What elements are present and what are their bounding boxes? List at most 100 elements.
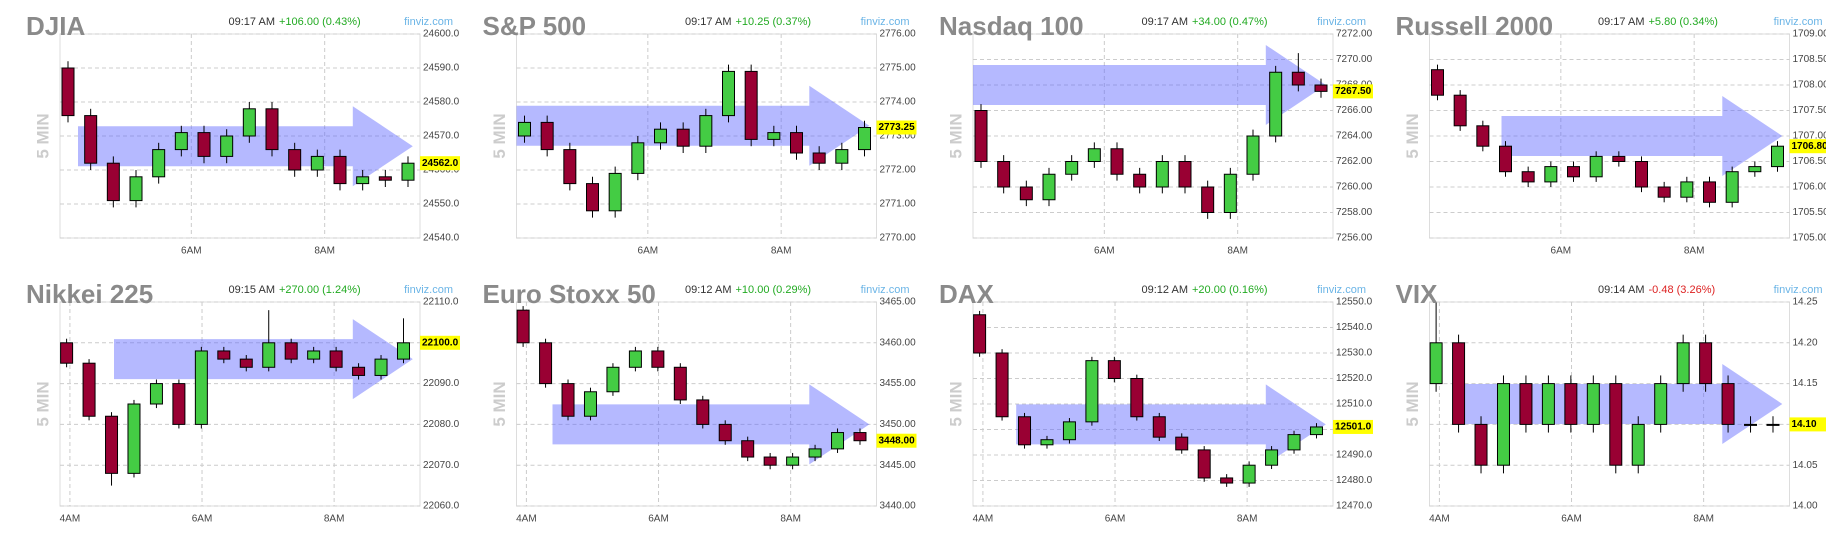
candle-body	[1609, 383, 1623, 466]
y-tick-label: 12490.0	[1336, 450, 1373, 461]
candle-body	[1175, 436, 1189, 451]
candle-body	[676, 128, 690, 147]
y-tick-label: 22110.0	[423, 297, 459, 308]
site-link: finviz.com	[404, 16, 453, 28]
last-price-label: 1706.80	[1792, 141, 1826, 152]
candle-body	[307, 350, 321, 360]
y-tick-label: 7270.00	[1336, 54, 1373, 65]
y-tick-label: 3450.00	[880, 419, 917, 430]
quote-change: +270.00 (1.24%)	[279, 284, 361, 296]
interval-label: 5 MIN	[33, 113, 52, 158]
candle-body	[106, 162, 120, 202]
x-tick-label: 6AM	[181, 246, 202, 257]
y-tick-label: 2776.00	[880, 29, 917, 40]
chart-title: S&P 500	[483, 11, 587, 41]
quote-change: +5.80 (0.34%)	[1649, 16, 1718, 28]
interval-label: 5 MIN	[33, 381, 52, 426]
y-tick-label: 2775.00	[880, 63, 917, 74]
x-tick-label: 6AM	[192, 514, 213, 525]
quote-time: 09:17 AM	[1142, 16, 1188, 28]
candle-body	[786, 456, 800, 466]
candle-body	[1766, 423, 1780, 426]
y-tick-label: 2773.00	[880, 131, 917, 142]
candle-body	[1541, 383, 1555, 425]
candle-body	[82, 362, 96, 417]
x-tick-label: 6AM	[638, 246, 659, 257]
candle-body	[194, 350, 208, 425]
trend-arrow	[973, 45, 1326, 125]
candle-body	[1110, 148, 1124, 175]
last-price-box	[876, 120, 917, 135]
interval-label: 5 MIN	[946, 113, 965, 158]
trend-arrow	[516, 85, 870, 166]
trend-arrow	[552, 384, 870, 465]
candle-body	[401, 162, 415, 181]
candle-body	[352, 366, 366, 376]
y-tick-label: 12540.0	[1336, 322, 1373, 333]
candle-body	[60, 342, 74, 364]
trend-arrow	[1501, 96, 1783, 176]
last-price-label: 22100.0	[422, 337, 459, 348]
candle-body	[763, 456, 777, 466]
x-tick-label: 8AM	[314, 246, 335, 257]
candle-body	[608, 172, 622, 212]
candle-body	[1085, 360, 1099, 423]
candle-body	[172, 383, 186, 425]
candle-body	[561, 383, 575, 417]
interval-label: 5 MIN	[1403, 381, 1422, 426]
last-price-label: 3448.00	[879, 435, 916, 446]
candle-body	[127, 403, 141, 474]
candle-body	[1107, 360, 1121, 380]
chart-panel: 1705.00 1705.50 1706.00 1706.50 1707.00 1707.…	[1396, 11, 1826, 257]
candle-body	[1544, 166, 1558, 183]
y-tick-label: 3445.00	[880, 460, 917, 471]
plot-frame	[59, 301, 421, 507]
site-link: finviz.com	[1774, 284, 1823, 296]
candle-body	[1654, 383, 1668, 425]
interval-label: 5 MIN	[490, 381, 509, 426]
candle-body	[858, 127, 871, 151]
candle-body	[1586, 383, 1600, 425]
candle-body	[284, 342, 298, 360]
x-tick-label: 4AM	[60, 514, 81, 525]
quote-time: 09:14 AM	[1598, 284, 1644, 296]
last-price-label: 14.10	[1792, 419, 1817, 430]
y-tick-label: 1708.00	[1793, 80, 1826, 91]
candle-body	[1201, 186, 1215, 213]
candle-body	[1725, 171, 1739, 203]
last-price-label: 7267.50	[1335, 86, 1372, 97]
candle-body	[265, 108, 279, 151]
quote-change: +106.00 (0.43%)	[279, 16, 361, 28]
candle-body	[540, 121, 554, 151]
candle-body	[1309, 426, 1323, 436]
chart-panel: 3440.00 3445.00 3450.00 3455.00 3460.00 3465.…	[483, 279, 917, 525]
candle-body	[105, 415, 119, 474]
candle-body	[1197, 449, 1211, 479]
candle-body	[631, 142, 645, 174]
x-tick-label: 8AM	[771, 246, 792, 257]
site-link: finviz.com	[1317, 284, 1366, 296]
last-price-box	[1333, 419, 1373, 434]
x-tick-label: 4AM	[1429, 514, 1450, 525]
quote-time: 09:17 AM	[685, 16, 731, 28]
candle-body	[767, 132, 781, 140]
site-link: finviz.com	[861, 16, 910, 28]
candle-body	[1133, 173, 1147, 188]
y-tick-label: 3440.00	[880, 501, 917, 512]
candle-body	[1631, 423, 1645, 466]
chart-panel: 2770.00 2771.00 2772.00 2773.00 2774.00 2775.…	[483, 11, 917, 257]
y-tick-label: 24600.0	[423, 29, 460, 40]
candle-body	[1246, 135, 1260, 175]
last-price-label: 12501.0	[1335, 422, 1372, 433]
chart-title: Nasdaq 100	[939, 11, 1084, 41]
y-tick-label: 12530.0	[1336, 348, 1373, 359]
last-price-box	[420, 156, 460, 171]
candle-body	[1018, 416, 1032, 446]
candle-body	[1748, 166, 1762, 173]
candle-body	[696, 399, 710, 425]
last-price-box	[1789, 139, 1826, 154]
y-tick-label: 14.20	[1793, 337, 1818, 348]
candle-body	[356, 176, 370, 185]
candle-body	[262, 342, 276, 368]
candle-body	[563, 149, 577, 185]
